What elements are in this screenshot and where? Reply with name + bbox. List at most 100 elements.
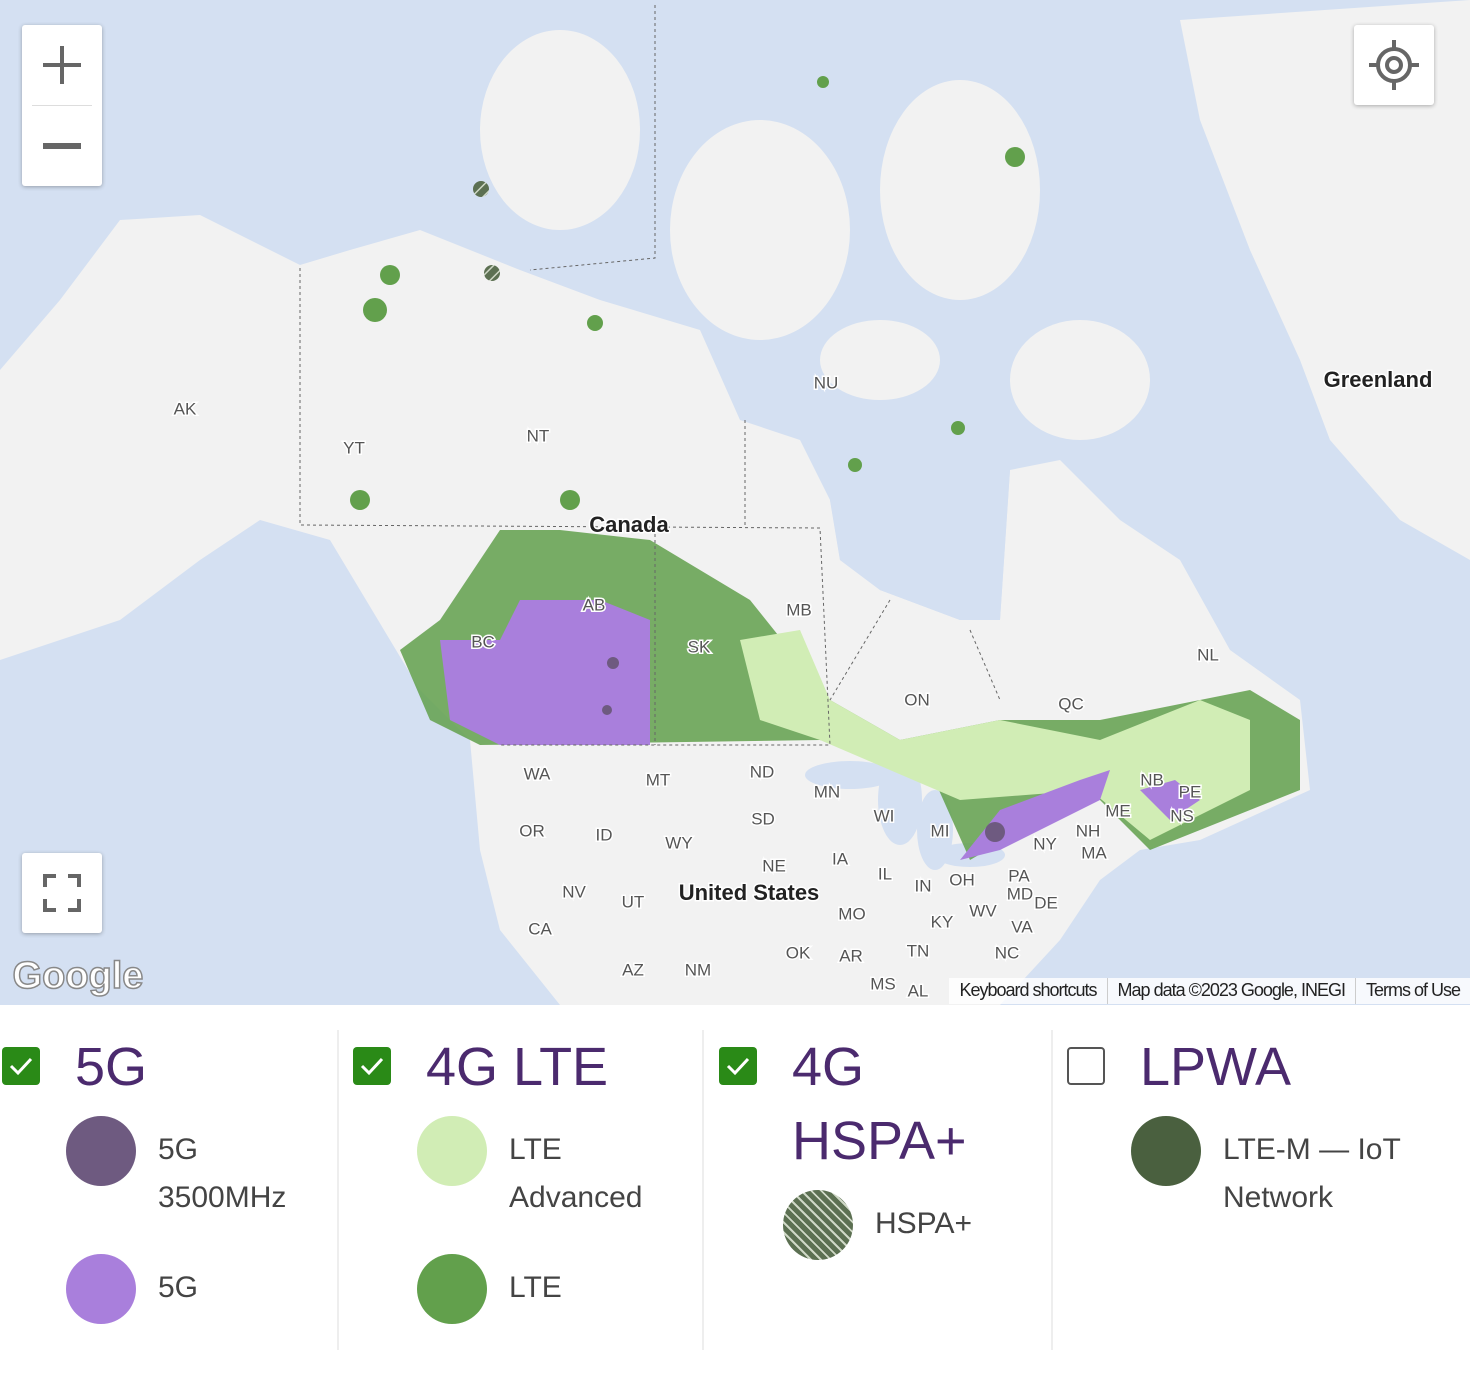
- map-label: ID: [596, 825, 613, 844]
- map-label: NE: [762, 856, 786, 875]
- coverage-lte: [380, 265, 400, 285]
- map-label: WV: [969, 901, 997, 920]
- map-label: CA: [528, 919, 552, 938]
- land: [820, 320, 940, 400]
- map-label: NS: [1170, 806, 1194, 825]
- map-label: ND: [750, 762, 775, 781]
- legend-swatch: [1131, 1116, 1201, 1186]
- map-label: DE: [1034, 893, 1058, 912]
- coverage-layer: [350, 76, 1300, 860]
- group-title: LPWA: [1140, 1037, 1292, 1097]
- checkbox[interactable]: [719, 1047, 757, 1085]
- map-label: NB: [1140, 770, 1164, 789]
- group-title: 4G HSPA+: [792, 1037, 967, 1171]
- legend-label: LTE: [509, 1271, 562, 1304]
- locate-button[interactable]: [1354, 25, 1434, 105]
- locate-icon: [1369, 40, 1419, 90]
- map-label: AB: [583, 595, 606, 614]
- map-label: MO: [838, 904, 865, 923]
- checkbox[interactable]: [2, 1047, 40, 1085]
- land: [880, 80, 1040, 300]
- map-label: NM: [685, 960, 711, 979]
- map-label: SK: [688, 637, 711, 656]
- zoom-control: [22, 25, 102, 186]
- checkbox[interactable]: [353, 1047, 391, 1085]
- legend-group: 4G LTE LTE Advanced LTE: [353, 1030, 683, 1350]
- map-label: PE: [1179, 782, 1202, 801]
- keyboard-shortcuts[interactable]: Keyboard shortcuts: [959, 980, 1097, 1000]
- zoom-in-icon: [43, 46, 81, 84]
- check-icon: [9, 1057, 33, 1076]
- check-icon: [726, 1057, 750, 1076]
- map-label: QC: [1058, 694, 1084, 713]
- map-label: MS: [870, 974, 896, 993]
- group-title: 5G: [75, 1037, 148, 1097]
- coverage-5g-3500: [985, 822, 1005, 842]
- map-label: AZ: [622, 960, 644, 979]
- map-label: WI: [874, 806, 895, 825]
- coverage-lte: [817, 76, 829, 88]
- legend-swatch: [66, 1116, 136, 1186]
- map-label: ON: [904, 690, 930, 709]
- map-label: NV: [562, 882, 586, 901]
- border: [654, 420, 1001, 745]
- map-label: IN: [915, 876, 932, 895]
- map-label: YT: [343, 438, 365, 457]
- legend-swatch: [783, 1190, 853, 1260]
- map-label: NY: [1033, 834, 1057, 853]
- checkbox[interactable]: [1067, 1047, 1105, 1085]
- coverage-lte: [587, 315, 603, 331]
- map-label: TN: [907, 941, 930, 960]
- map-label: MA: [1081, 843, 1107, 862]
- map-label: KY: [931, 912, 954, 931]
- coverage-hspa: [473, 181, 489, 197]
- legend-label: LTE-M — IoT Network: [1223, 1133, 1401, 1214]
- legend-label: 5G 3500MHz: [158, 1133, 287, 1214]
- map-label: NU: [814, 373, 839, 392]
- land: [1010, 320, 1150, 440]
- fullscreen-button[interactable]: [22, 853, 102, 933]
- coverage-hspa: [484, 265, 500, 281]
- map-label: United States: [679, 880, 820, 905]
- legend-label: 5G: [158, 1271, 199, 1304]
- coverage-5g: [1140, 780, 1200, 820]
- land: [1180, 0, 1470, 560]
- coverage-lte: [560, 490, 580, 510]
- map-label: OR: [519, 821, 545, 840]
- terms-link[interactable]: Terms of Use: [1354, 978, 1470, 1004]
- map-label: NH: [1076, 821, 1101, 840]
- map-label: MD: [1007, 884, 1033, 903]
- map-labels: AK YT NT NU Canada Greenland AB BC SK MB ON QC NL NB P…: [172, 365, 1434, 1002]
- separator: [702, 1030, 704, 1350]
- coverage-lte-advanced: [740, 630, 1250, 840]
- map-label: MN: [814, 782, 840, 801]
- map-label: MB: [786, 600, 812, 619]
- map-label: NC: [995, 943, 1020, 962]
- legend-swatch: [417, 1116, 487, 1186]
- fullscreen-icon: [43, 874, 81, 912]
- map-label: PA: [1008, 866, 1030, 885]
- water: [830, 425, 1010, 620]
- water: [805, 761, 895, 789]
- map-label: WY: [665, 833, 692, 852]
- group-title: 4G LTE: [426, 1037, 609, 1097]
- zoom-out-icon: [43, 143, 81, 149]
- zoom-in[interactable]: [22, 25, 102, 105]
- map: AK YT NT NU Canada Greenland AB BC SK MB ON QC NL NB P…: [0, 0, 1470, 1005]
- map-label: UT: [622, 892, 645, 911]
- attribution: Keyboard shortcuts Map data ©2023 Google…: [949, 978, 1470, 1004]
- coverage-lte: [350, 490, 370, 510]
- check-icon: [360, 1057, 384, 1076]
- map-label: BC: [471, 632, 495, 651]
- map-label: MT: [646, 770, 671, 789]
- zoom-out[interactable]: [22, 106, 102, 186]
- map-label: AK: [174, 399, 197, 418]
- map-data: Map data ©2023 Google, INEGI: [1106, 978, 1355, 1004]
- map-label: NL: [1197, 645, 1219, 664]
- coverage-5g-3500: [602, 705, 612, 715]
- map-label: Greenland: [1324, 367, 1433, 392]
- legend-group: 5G 5G 3500MHz 5G: [2, 1030, 332, 1350]
- map-label: IL: [878, 864, 892, 883]
- map-label: OH: [949, 870, 975, 889]
- map-label: AL: [908, 981, 929, 1000]
